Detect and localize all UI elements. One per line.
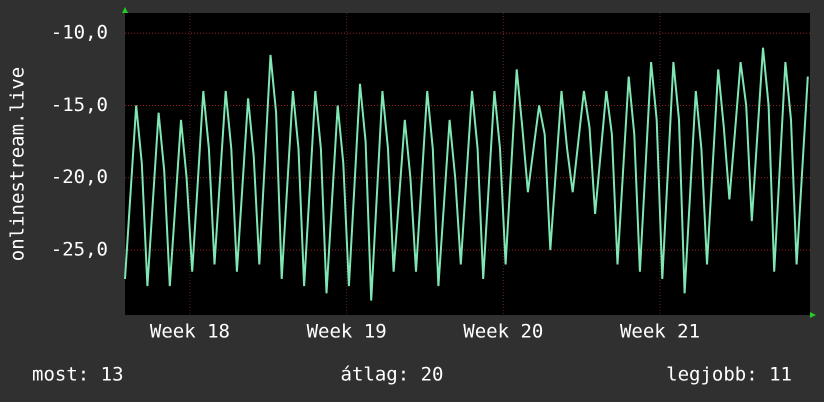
y-tick-label: -15,0 xyxy=(51,94,108,116)
axis-arrow xyxy=(122,7,128,13)
y-axis-label: onlinestream.live xyxy=(7,67,29,261)
footer-best: legjobb: 11 xyxy=(666,364,792,386)
x-tick-label: Week 20 xyxy=(463,321,543,343)
footer-average: átlag: 20 xyxy=(341,364,444,386)
axis-arrow xyxy=(810,312,816,318)
x-tick-label: Week 19 xyxy=(307,321,387,343)
y-tick-label: -10,0 xyxy=(51,22,108,44)
y-tick-label: -25,0 xyxy=(51,238,108,260)
footer-current: most: 13 xyxy=(32,364,124,386)
x-tick-label: Week 18 xyxy=(150,321,230,343)
x-tick-label: Week 21 xyxy=(620,321,700,343)
y-tick-label: -20,0 xyxy=(51,166,108,188)
data-line xyxy=(124,47,809,301)
